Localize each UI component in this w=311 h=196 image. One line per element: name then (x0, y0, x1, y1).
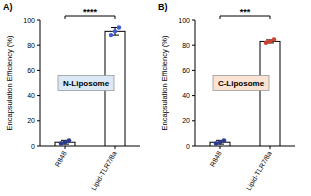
bar (260, 41, 280, 146)
y-tick (192, 20, 195, 21)
y-tick (37, 120, 40, 121)
figure: A) Encapsulation Efficiency (%) 0 20 40 60 80 1… (0, 0, 311, 196)
y-tick-label: 80 (182, 42, 190, 49)
x-tick (65, 146, 66, 149)
y-tick (37, 45, 40, 46)
replicate-point (113, 29, 117, 33)
y-tick (37, 95, 40, 96)
y-tick-label: 0 (186, 143, 190, 150)
y-tick-label: 0 (31, 143, 35, 150)
replicate-point (264, 40, 268, 44)
y-tick-label: 20 (27, 117, 35, 124)
y-axis-label: Encapsulation Efficiency (%) (160, 35, 169, 130)
plot-area (210, 37, 280, 146)
replicate-point (109, 33, 113, 37)
significance-label: **** (83, 7, 98, 17)
panel-title: B) (158, 2, 168, 12)
y-tick-label: 40 (182, 92, 190, 99)
label-box-text: N-Liposome (63, 79, 110, 88)
replicate-point (214, 141, 218, 145)
replicate-point (67, 138, 71, 142)
replicate-point (272, 37, 276, 41)
y-tick (192, 70, 195, 71)
y-tick (192, 45, 195, 46)
x-tick (270, 146, 271, 149)
x-tick (220, 146, 221, 149)
y-axis-label: Encapsulation Efficiency (%) (5, 35, 14, 130)
y-tick-label: 60 (27, 67, 35, 74)
y-tick-label: 100 (178, 17, 190, 24)
x-tick-label: Lipid-TLR7/8a (90, 150, 119, 192)
label-box (213, 76, 269, 91)
replicate-point (218, 140, 222, 144)
y-axis (40, 20, 41, 146)
significance-label: *** (240, 7, 251, 17)
label-box-text: C-Liposome (218, 79, 265, 88)
y-tick-label: 40 (27, 92, 35, 99)
y-tick (37, 70, 40, 71)
x-tick-label: R848 (208, 150, 222, 168)
y-tick-label: 20 (182, 117, 190, 124)
replicate-point (222, 138, 226, 142)
replicate-point (63, 140, 67, 144)
y-tick (37, 20, 40, 21)
label-box (58, 76, 114, 91)
y-tick-label: 60 (182, 67, 190, 74)
x-tick-label: Lipid-TLR7/8a (245, 150, 274, 192)
y-tick (37, 146, 40, 147)
y-tick (192, 120, 195, 121)
y-tick-label: 100 (23, 17, 35, 24)
x-tick-label: R848 (53, 150, 67, 168)
x-tick (115, 146, 116, 149)
plot-area (55, 25, 125, 146)
replicate-point (268, 39, 272, 43)
panel-title: A) (3, 2, 13, 12)
y-tick (192, 146, 195, 147)
replicate-point (59, 141, 63, 145)
y-tick-label: 80 (27, 42, 35, 49)
y-tick (192, 95, 195, 96)
replicate-point (117, 25, 121, 29)
y-axis (195, 20, 196, 146)
